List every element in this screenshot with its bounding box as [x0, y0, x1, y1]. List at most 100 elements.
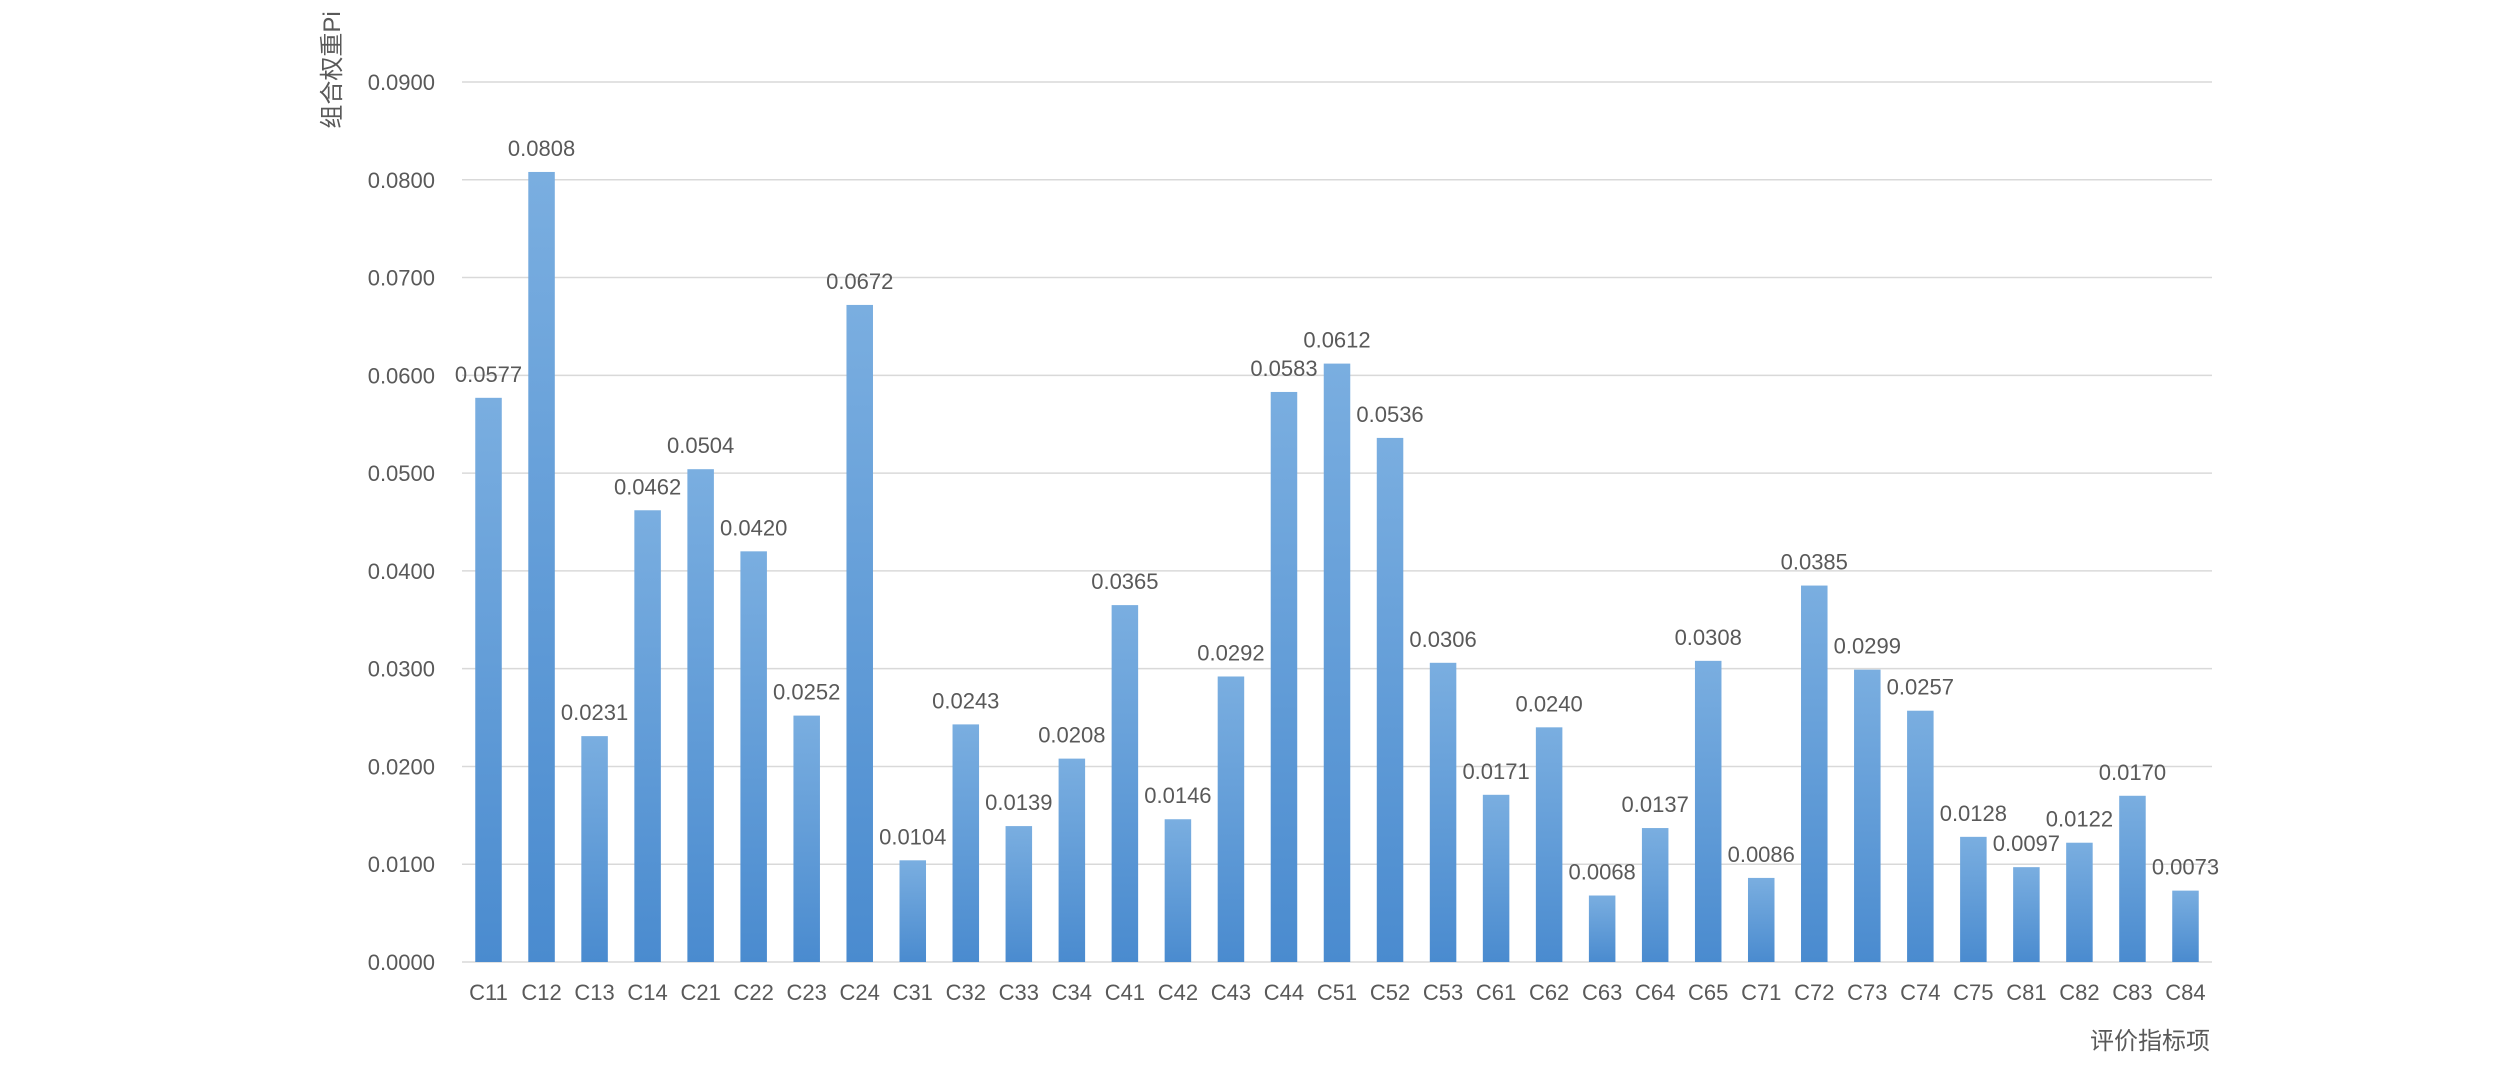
- bar-C82: [2066, 842, 2093, 962]
- y-tick-label: 0.0500: [368, 461, 435, 486]
- bar-C24: [846, 304, 873, 962]
- x-tick-label: C83: [2112, 980, 2152, 1005]
- y-tick-label: 0.0600: [368, 363, 435, 388]
- x-tick-label: C44: [1264, 980, 1304, 1005]
- bar-C11: [475, 397, 502, 962]
- data-label-C83: 0.0170: [2099, 760, 2166, 785]
- data-label-C24: 0.0672: [826, 269, 893, 294]
- bars: [475, 171, 2199, 963]
- data-label-C75: 0.0128: [1940, 801, 2007, 826]
- x-tick-label: C73: [1847, 980, 1887, 1005]
- bar-C84: [2172, 890, 2199, 962]
- data-label-C71: 0.0086: [1728, 842, 1795, 867]
- y-axis-title: 组合权重Pi: [319, 11, 346, 128]
- data-label-C72: 0.0385: [1781, 550, 1848, 575]
- x-tick-label: C61: [1476, 980, 1516, 1005]
- data-label-C12: 0.0808: [508, 136, 575, 161]
- x-tick-label: C34: [1052, 980, 1092, 1005]
- bar-C43: [1217, 676, 1245, 962]
- data-label-C64: 0.0137: [1622, 792, 1689, 817]
- y-tick-label: 0.0300: [368, 657, 435, 682]
- bar-C22: [740, 551, 767, 962]
- bar-C34: [1058, 758, 1086, 962]
- x-tick-label: C62: [1529, 980, 1569, 1005]
- data-label-C32: 0.0243: [932, 688, 999, 713]
- bar-C65: [1694, 660, 1722, 962]
- bar-C83: [2119, 795, 2146, 962]
- x-tick-label: C84: [2165, 980, 2205, 1005]
- y-tick-label: 0.0800: [368, 168, 435, 193]
- data-label-C84: 0.0073: [2152, 855, 2219, 880]
- x-tick-label: C63: [1582, 980, 1622, 1005]
- bar-C63: [1588, 895, 1616, 962]
- data-label-C63: 0.0068: [1569, 860, 1636, 885]
- data-label-C42: 0.0146: [1144, 783, 1211, 808]
- x-tick-label: C23: [787, 980, 827, 1005]
- data-label-C22: 0.0420: [720, 515, 787, 540]
- y-tick-label: 0.0700: [368, 266, 435, 291]
- x-tick-label: C12: [521, 980, 561, 1005]
- x-axis-categories: C11 C12 C13 C14 C21 C22 C23 C24 C31 C32 C33 C34 C41 C…: [469, 980, 2206, 1005]
- data-label-C41: 0.0365: [1091, 569, 1158, 594]
- x-tick-label: C11: [469, 980, 508, 1005]
- data-label-C65: 0.0308: [1675, 625, 1742, 650]
- bar-C33: [1005, 826, 1033, 962]
- bar-C81: [2013, 867, 2040, 962]
- data-label-C23: 0.0252: [773, 680, 840, 705]
- data-label-C61: 0.0171: [1462, 759, 1529, 784]
- x-tick-label: C52: [1370, 980, 1410, 1005]
- bar-C73: [1854, 669, 1881, 962]
- x-tick-label: C43: [1211, 980, 1251, 1005]
- bar-C52: [1376, 437, 1404, 962]
- data-label-C51: 0.0612: [1303, 328, 1370, 353]
- y-tick-label: 0.0900: [368, 70, 435, 95]
- x-tick-label: C31: [893, 980, 933, 1005]
- x-axis-title: 评价指标项: [2090, 1028, 2210, 1055]
- x-tick-label: C51: [1317, 980, 1357, 1005]
- bar-C44: [1270, 391, 1298, 962]
- x-tick-label: C22: [733, 980, 773, 1005]
- x-tick-label: C81: [2006, 980, 2046, 1005]
- data-label-C52: 0.0536: [1356, 402, 1423, 427]
- data-label-C34: 0.0208: [1038, 723, 1105, 748]
- data-label-C62: 0.0240: [1515, 691, 1582, 716]
- x-tick-label: C53: [1423, 980, 1463, 1005]
- data-label-C44: 0.0583: [1250, 356, 1317, 381]
- bar-C32: [952, 724, 980, 962]
- x-tick-label: C75: [1953, 980, 1993, 1005]
- bar-C74: [1907, 710, 1934, 962]
- data-labels: 0.0577 0.0808 0.0231 0.0462 0.0504 0.0420 0.02…: [455, 136, 2219, 885]
- y-tick-label: 0.0400: [368, 559, 435, 584]
- y-tick-label: 0.0200: [368, 754, 435, 779]
- bar-C71: [1747, 877, 1775, 962]
- x-tick-label: C13: [574, 980, 614, 1005]
- data-label-C33: 0.0139: [985, 790, 1052, 815]
- bar-C31: [899, 860, 927, 962]
- x-tick-label: C65: [1688, 980, 1728, 1005]
- data-label-C74: 0.0257: [1887, 675, 1954, 700]
- bar-C13: [581, 736, 608, 962]
- y-tick-label: 0.0000: [368, 950, 435, 975]
- x-tick-label: C74: [1900, 980, 1940, 1005]
- x-tick-label: C21: [680, 980, 720, 1005]
- bar-C53: [1429, 662, 1457, 962]
- bar-C23: [793, 715, 820, 962]
- x-tick-label: C82: [2059, 980, 2099, 1005]
- x-tick-label: C32: [946, 980, 986, 1005]
- data-label-C53: 0.0306: [1409, 627, 1476, 652]
- x-tick-label: C71: [1741, 980, 1781, 1005]
- bar-C64: [1641, 828, 1669, 962]
- x-tick-label: C72: [1794, 980, 1834, 1005]
- x-tick-label: C24: [840, 980, 880, 1005]
- data-label-C81: 0.0097: [1993, 831, 2060, 856]
- data-label-C73: 0.0299: [1834, 634, 1901, 659]
- x-tick-label: C33: [999, 980, 1039, 1005]
- data-label-C13: 0.0231: [561, 700, 628, 725]
- bar-C21: [687, 469, 714, 962]
- x-tick-label: C64: [1635, 980, 1675, 1005]
- data-label-C31: 0.0104: [879, 824, 946, 849]
- bar-C62: [1535, 727, 1563, 962]
- data-label-C11: 0.0577: [455, 362, 522, 387]
